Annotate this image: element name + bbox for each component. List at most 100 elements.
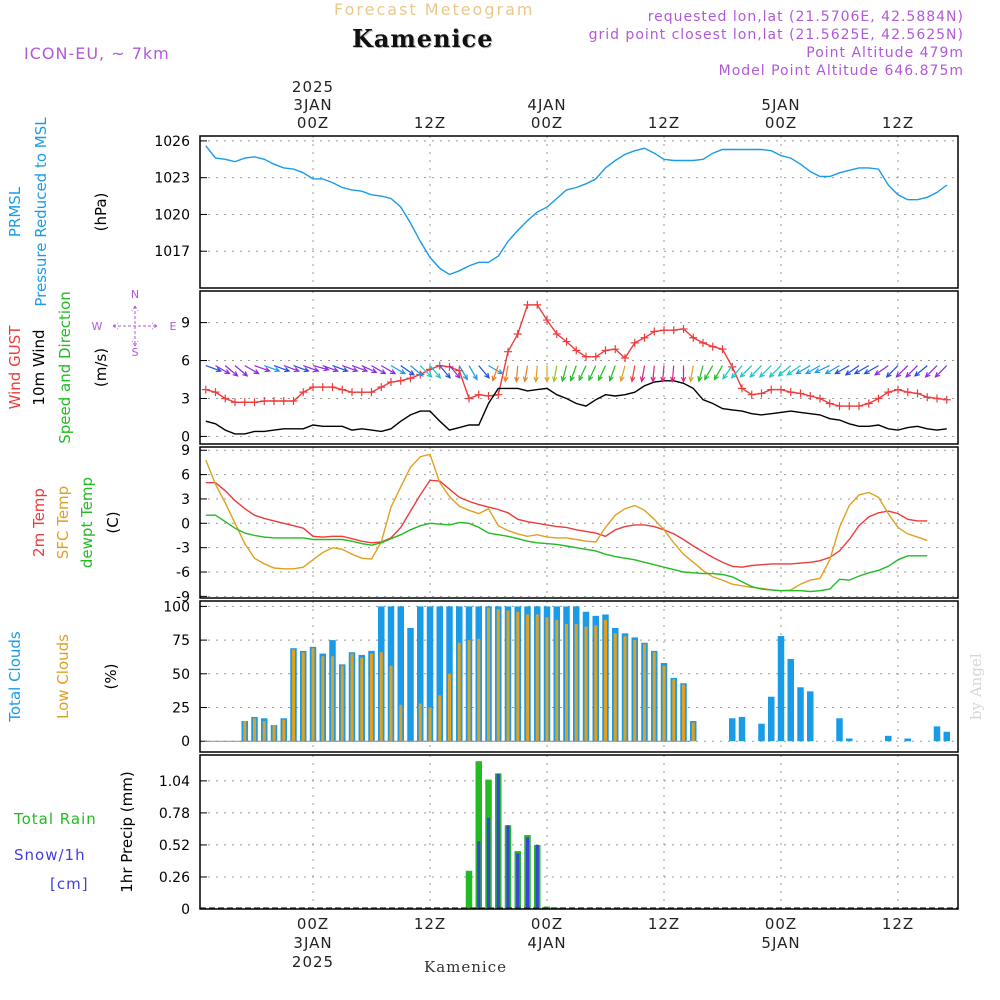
cloud-bar-total — [846, 738, 853, 742]
y-tick-label: 3 — [181, 492, 190, 508]
series-line — [205, 380, 947, 435]
gust-marker — [582, 352, 590, 361]
gust-marker — [942, 395, 951, 404]
wind-arrow — [552, 365, 558, 383]
wind-arrow — [688, 365, 694, 383]
wind-arrow — [458, 365, 468, 381]
cloud-bar-low — [496, 609, 500, 742]
axis-label-unit: (hPa) — [92, 193, 110, 232]
gust-marker — [699, 338, 707, 347]
gust-marker — [601, 346, 610, 355]
wind-arrow — [608, 365, 616, 382]
y-tick-label: 1023 — [154, 171, 190, 187]
wind-arrow — [650, 365, 656, 383]
y-tick-label: 1017 — [154, 244, 190, 260]
gust-marker — [435, 361, 444, 370]
axis-labels: Total Clouds Low Clouds (%) — [6, 631, 120, 723]
gust-marker — [523, 300, 532, 309]
wind-arrow — [491, 365, 499, 382]
cloud-bar-low — [448, 673, 451, 742]
y-tick-label: -3 — [176, 541, 190, 557]
wind-arrow — [853, 365, 870, 375]
cloud-bar-low — [584, 626, 588, 742]
cloud-bar-low — [467, 640, 471, 742]
point-altitude: Point Altitude 479m — [806, 45, 964, 61]
cloud-bar-low — [399, 704, 403, 742]
axis-label-unit: (m/s) — [92, 348, 110, 387]
wind-arrow — [895, 365, 909, 378]
axis-label-wind: 10m Wind — [30, 329, 48, 405]
gridpoint-coordinates: grid point closest lon,lat (21.5625E, 42… — [588, 27, 964, 43]
gust-marker — [894, 385, 902, 394]
time-label-bottom: 00Z — [531, 915, 563, 933]
panel-pressure: 1017 1020 1023 1026 PRMSL Pressure Reduced to… — [6, 117, 959, 307]
compass-east: E — [170, 320, 177, 333]
wind-arrow — [768, 365, 782, 378]
y-tick-label: 0.52 — [159, 838, 190, 854]
wind-arrow — [429, 365, 442, 379]
precip-bar-snow — [486, 817, 491, 909]
time-label-top: 3JAN — [293, 96, 332, 114]
gust-marker — [484, 391, 493, 400]
wind-arrow — [704, 365, 714, 381]
gust-marker — [406, 374, 415, 383]
gust-marker — [201, 385, 210, 394]
panel-frame — [199, 135, 959, 289]
axis-label-unit: (C) — [104, 511, 122, 533]
wind-arrow — [478, 365, 490, 379]
wind-arrow — [390, 365, 407, 375]
gust-marker — [738, 384, 746, 393]
precip-bar-snow — [496, 773, 500, 909]
wind-arrow — [342, 365, 359, 373]
wind-arrow — [293, 365, 310, 373]
gust-marker — [864, 399, 873, 408]
y-tick-label: 3 — [181, 391, 190, 407]
gust-marker — [806, 391, 815, 400]
wind-arrow — [670, 365, 676, 383]
axis-labels: PRMSL Pressure Reduced to MSL (hPa) — [6, 117, 110, 307]
series-line — [205, 304, 947, 407]
axis-label-dewpt: dewpt Temp — [78, 477, 96, 568]
y-tick-label: 6 — [181, 354, 190, 370]
precip-bar-snow — [525, 837, 530, 909]
cloud-bar-total — [436, 606, 443, 742]
time-label-top: 5JAN — [761, 96, 800, 114]
gust-marker — [708, 342, 717, 351]
cloud-bar-low — [418, 703, 422, 742]
axis-label-total-rain: Total Rain — [13, 810, 97, 828]
cloud-bar-low — [613, 633, 617, 742]
wind-arrow — [419, 365, 433, 378]
y-tick-label: 100 — [163, 599, 190, 615]
gust-marker — [494, 390, 503, 399]
time-label-top: 00Z — [765, 114, 797, 132]
y-tick-label: 50 — [172, 667, 190, 683]
y-tick-label: 0 — [181, 516, 190, 532]
location-name: Kamenice — [352, 24, 494, 53]
gust-marker — [396, 376, 405, 385]
precip-bar-rain — [465, 870, 473, 909]
wind-arrow — [874, 365, 889, 376]
cloud-bar-low — [545, 617, 549, 742]
gust-marker — [572, 346, 581, 355]
gust-marker — [825, 399, 834, 408]
y-tick-label: 1.04 — [159, 774, 190, 790]
gust-marker — [591, 352, 600, 361]
gust-marker — [621, 354, 629, 363]
wind-arrow — [588, 365, 597, 382]
gust-marker — [338, 385, 347, 394]
wind-arrow — [303, 365, 320, 373]
y-tick-label: -9 — [176, 589, 190, 605]
wind-arrow — [332, 365, 349, 373]
gust-marker — [640, 333, 649, 342]
axis-label-low-clouds: Low Clouds — [54, 634, 72, 719]
watermark: by Angel — [967, 653, 985, 720]
time-label-bottom: 00Z — [297, 915, 329, 933]
y-tick-label: 0 — [181, 429, 190, 445]
wind-arrow — [544, 365, 550, 383]
cloud-bar-low — [301, 652, 305, 742]
wind-arrow — [578, 365, 587, 382]
gust-marker — [884, 388, 893, 397]
gust-marker — [387, 378, 395, 387]
cloud-bar-low — [321, 656, 325, 742]
cloud-bar-low — [643, 644, 646, 742]
